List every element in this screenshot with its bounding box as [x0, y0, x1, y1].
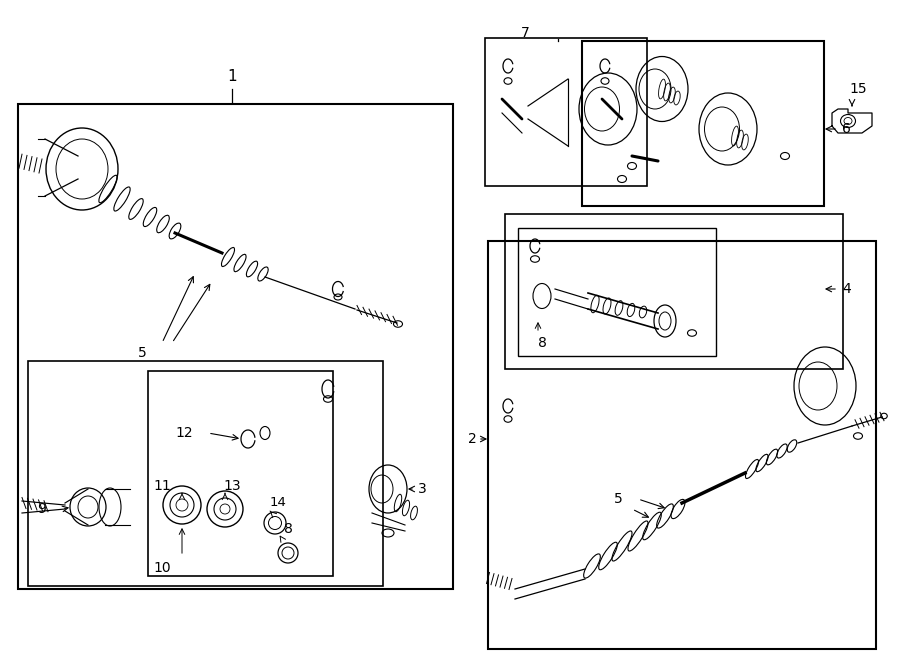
Text: 12: 12 [175, 426, 193, 440]
Bar [148, 371, 333, 576]
Bar [28, 361, 383, 586]
Text: 7: 7 [520, 26, 529, 40]
Text: 13: 13 [223, 479, 241, 493]
Bar [505, 214, 843, 369]
Text: 3: 3 [418, 482, 427, 496]
Text: 4: 4 [842, 282, 850, 296]
Text: 8: 8 [284, 522, 292, 536]
Text: 15: 15 [850, 82, 867, 96]
Text: 1: 1 [227, 69, 237, 83]
Text: 9: 9 [38, 502, 47, 516]
Text: 14: 14 [270, 496, 286, 510]
Bar [18, 104, 453, 589]
Text: 8: 8 [537, 336, 546, 350]
Text: 6: 6 [842, 122, 850, 136]
Text: 5: 5 [138, 346, 147, 360]
Text: 5: 5 [614, 492, 623, 506]
Bar [582, 41, 824, 206]
Text: 11: 11 [153, 479, 171, 493]
Text: 2: 2 [468, 432, 476, 446]
Bar [485, 38, 647, 186]
Bar [488, 241, 876, 649]
Bar [518, 228, 716, 356]
Text: 10: 10 [153, 561, 171, 575]
